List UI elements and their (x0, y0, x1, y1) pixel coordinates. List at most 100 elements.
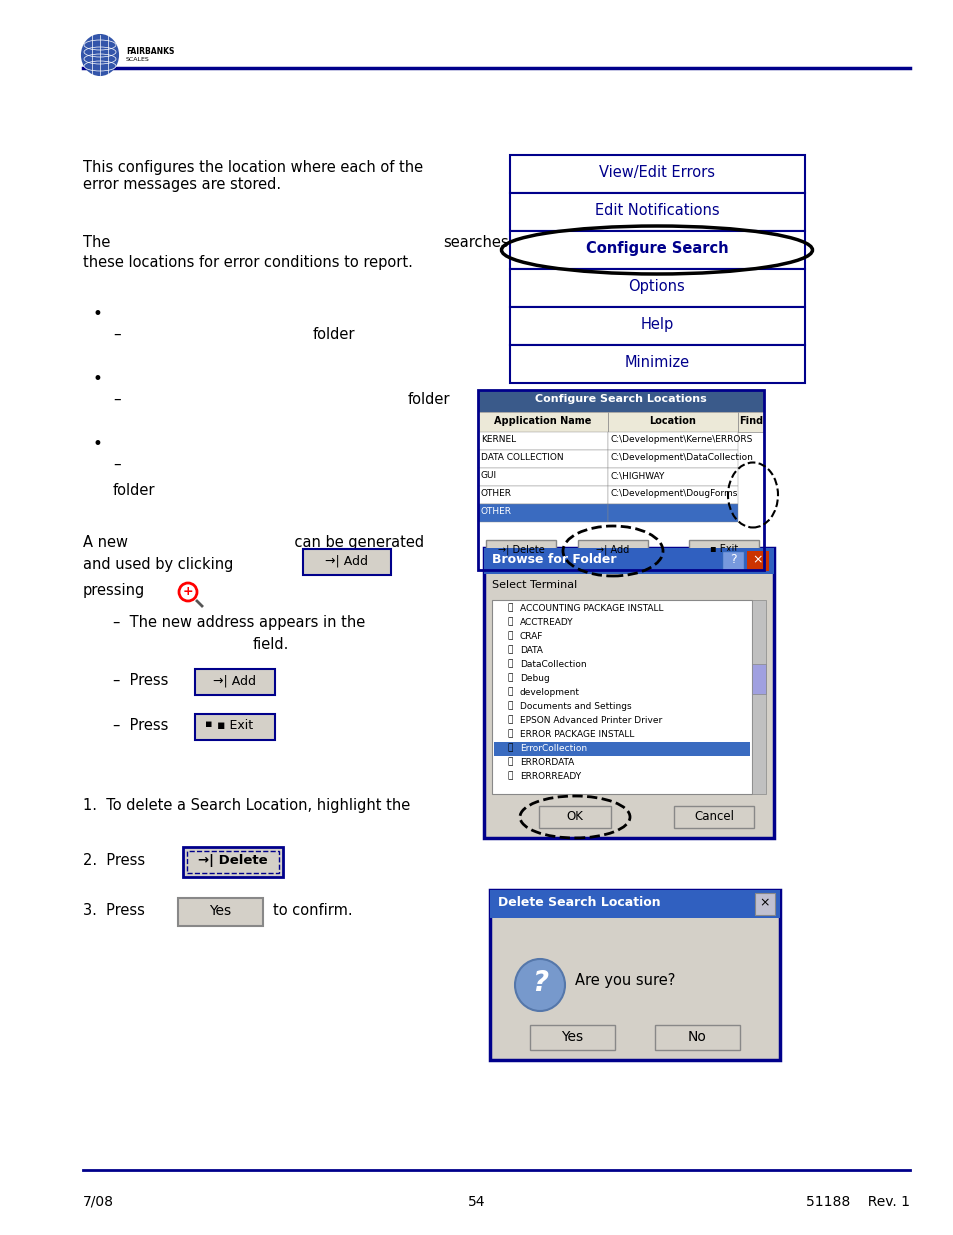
Text: 📁: 📁 (507, 604, 512, 613)
FancyBboxPatch shape (607, 468, 738, 487)
Text: Location: Location (649, 416, 696, 426)
Text: Help: Help (639, 317, 673, 332)
Text: 📁: 📁 (507, 659, 512, 668)
Text: SCALES: SCALES (126, 57, 150, 62)
FancyBboxPatch shape (738, 412, 763, 432)
FancyBboxPatch shape (477, 504, 607, 522)
Text: ▪: ▪ (205, 719, 213, 729)
Text: Yes: Yes (209, 904, 231, 918)
Text: 📁: 📁 (507, 772, 512, 781)
Text: field.: field. (253, 637, 289, 652)
FancyBboxPatch shape (477, 390, 763, 412)
Text: Options: Options (628, 279, 684, 294)
FancyBboxPatch shape (494, 742, 749, 756)
Text: View/Edit Errors: View/Edit Errors (598, 165, 714, 180)
FancyBboxPatch shape (721, 551, 743, 571)
FancyBboxPatch shape (607, 412, 738, 432)
FancyBboxPatch shape (483, 548, 773, 574)
Text: pressing: pressing (83, 583, 145, 598)
FancyBboxPatch shape (510, 345, 804, 383)
Text: C:\Development\DataCollection: C:\Development\DataCollection (610, 453, 753, 462)
Text: 📁: 📁 (507, 743, 512, 752)
Text: ▪ Exit: ▪ Exit (709, 543, 738, 555)
Ellipse shape (82, 35, 118, 75)
Text: development: development (519, 688, 579, 697)
Text: GUI: GUI (480, 471, 497, 480)
FancyBboxPatch shape (607, 450, 738, 468)
Text: OTHER: OTHER (480, 508, 512, 516)
Text: KERNEL: KERNEL (480, 435, 516, 445)
Text: C:\Development\Kerne\ERRORS: C:\Development\Kerne\ERRORS (610, 435, 753, 445)
Text: OTHER: OTHER (480, 489, 512, 498)
FancyBboxPatch shape (178, 898, 263, 926)
Text: Yes: Yes (560, 1030, 582, 1044)
FancyBboxPatch shape (477, 412, 607, 432)
Text: to confirm.: to confirm. (273, 903, 353, 918)
FancyBboxPatch shape (751, 600, 765, 794)
FancyBboxPatch shape (688, 540, 759, 562)
FancyBboxPatch shape (746, 551, 768, 571)
Text: these locations for error conditions to report.: these locations for error conditions to … (83, 254, 413, 270)
FancyBboxPatch shape (607, 504, 738, 522)
Text: 2.  Press: 2. Press (83, 853, 145, 868)
Text: ErrorCollection: ErrorCollection (519, 743, 586, 753)
FancyBboxPatch shape (490, 890, 780, 918)
Text: 📁: 📁 (507, 730, 512, 739)
Text: 1.  To delete a Search Location, highlight the: 1. To delete a Search Location, highligh… (83, 798, 410, 813)
FancyBboxPatch shape (538, 806, 610, 827)
Text: Cancel: Cancel (693, 810, 733, 823)
FancyBboxPatch shape (510, 269, 804, 308)
Text: 📁: 📁 (507, 715, 512, 725)
Text: –: – (112, 457, 120, 472)
FancyBboxPatch shape (510, 156, 804, 193)
FancyBboxPatch shape (510, 193, 804, 231)
FancyBboxPatch shape (673, 806, 753, 827)
Text: folder: folder (408, 391, 450, 408)
Text: A new                                    can be generated: A new can be generated (83, 535, 424, 550)
Text: Find: Find (739, 416, 762, 426)
Text: →| Delete: →| Delete (198, 853, 268, 867)
Text: ACCTREADY: ACCTREADY (519, 618, 573, 627)
FancyBboxPatch shape (485, 540, 556, 562)
FancyBboxPatch shape (607, 432, 738, 450)
Text: ACCOUNTING PACKAGE INSTALL: ACCOUNTING PACKAGE INSTALL (519, 604, 662, 613)
Text: DATA: DATA (519, 646, 542, 655)
Text: C:\HIGHWAY: C:\HIGHWAY (610, 471, 664, 480)
Text: EPSON Advanced Printer Driver: EPSON Advanced Printer Driver (519, 716, 661, 725)
Text: ?: ? (729, 553, 736, 566)
Text: DataCollection: DataCollection (519, 659, 586, 669)
Text: Edit Notifications: Edit Notifications (594, 203, 719, 219)
Text: –  Press: – Press (112, 718, 168, 734)
Text: –  The new address appears in the: – The new address appears in the (112, 615, 365, 630)
Text: →| Add: →| Add (213, 674, 256, 687)
FancyBboxPatch shape (477, 450, 607, 468)
Text: ?: ? (532, 969, 547, 997)
Text: Configure Search Locations: Configure Search Locations (535, 394, 706, 404)
Text: Delete Search Location: Delete Search Location (497, 897, 659, 909)
Text: No: No (687, 1030, 706, 1044)
Text: OK: OK (566, 810, 583, 823)
Ellipse shape (515, 960, 564, 1011)
Text: Application Name: Application Name (494, 416, 591, 426)
Text: 📁: 📁 (507, 757, 512, 767)
Text: Minimize: Minimize (624, 354, 689, 370)
FancyBboxPatch shape (607, 487, 738, 504)
Text: 📁: 📁 (507, 631, 512, 641)
FancyBboxPatch shape (477, 432, 607, 450)
Text: →| Delete: →| Delete (497, 543, 544, 555)
Text: The: The (83, 235, 111, 249)
FancyBboxPatch shape (578, 540, 647, 562)
FancyBboxPatch shape (483, 548, 773, 839)
Text: •: • (92, 370, 103, 388)
FancyBboxPatch shape (490, 890, 780, 1060)
Text: –: – (112, 327, 120, 342)
Text: folder: folder (112, 483, 155, 498)
Text: Debug: Debug (519, 674, 549, 683)
Text: ERROR PACKAGE INSTALL: ERROR PACKAGE INSTALL (519, 730, 634, 739)
Text: CRAF: CRAF (519, 632, 543, 641)
Text: and used by clicking: and used by clicking (83, 557, 233, 572)
Text: –  Press: – Press (112, 673, 168, 688)
FancyBboxPatch shape (492, 600, 751, 794)
FancyBboxPatch shape (754, 893, 774, 915)
Text: 📁: 📁 (507, 618, 512, 626)
